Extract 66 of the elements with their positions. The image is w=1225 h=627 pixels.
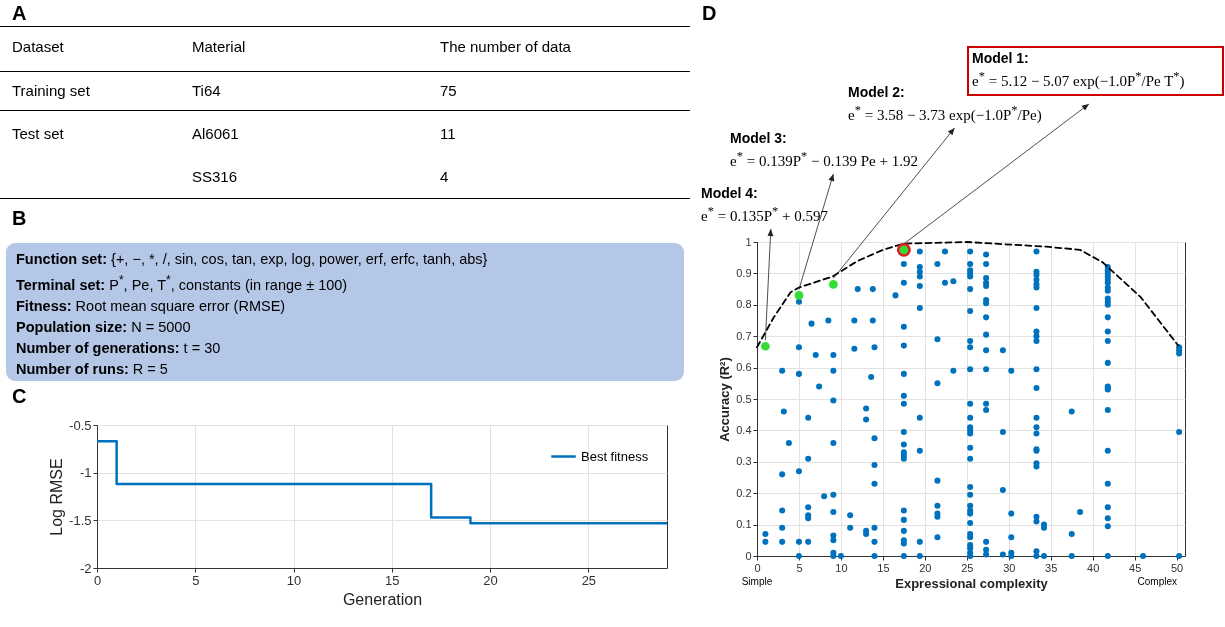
text: 75 — [440, 82, 457, 99]
x-tick-label: 20 — [919, 561, 932, 574]
text: Terminal set: P$^{*}$, Pe, T$^{*}$, constants (in range ± 100) — [16, 272, 349, 295]
category-label: The number of data — [440, 38, 571, 55]
y-tick-label: -2 — [79, 560, 92, 576]
text: Al6061 — [192, 125, 239, 142]
y-tick-label: 0.1 — [736, 518, 752, 531]
x-tick-label: 10 — [286, 572, 302, 588]
text: Ti64 — [192, 82, 221, 99]
x-tick-label: 20 — [483, 572, 498, 588]
y-tick-label: 0.7 — [736, 329, 752, 342]
annotation: Model 3: e$^{*}$ = 0.139P$^{*}$ − 0.139 Pe + 1.92 — [730, 130, 918, 170]
point — [794, 291, 804, 300]
x-tick-label: 30 — [1003, 561, 1016, 574]
y-tick-label: 1 — [745, 235, 752, 248]
x-tick-label: 0 — [93, 572, 102, 588]
y-axis-title: Log RMSE — [48, 458, 66, 536]
y-tick-label: 0 — [745, 549, 752, 562]
legend-label: Best fitness — [581, 448, 649, 464]
x-axis-title: Expressional complexity — [895, 575, 1049, 591]
x-tick-label: 25 — [581, 572, 597, 588]
x-tick-label: 25 — [961, 561, 974, 574]
text: Test set — [12, 125, 64, 142]
point — [761, 341, 770, 351]
x-tick-label: 5 — [796, 561, 803, 574]
category-label: Material — [192, 38, 246, 55]
point — [829, 280, 838, 289]
x-tick-label: 50 — [1170, 561, 1184, 574]
category-label: Dataset — [12, 38, 64, 55]
x-tick-label: 5 — [192, 572, 200, 588]
x-tick-label: 0 — [754, 561, 761, 574]
annotation: Model 1: e$^{*}$ = 5.12 − 5.07 exp(−1.0P$^{*}$/Pe T$^{*}$) — [972, 50, 1185, 90]
text: Simple — [741, 576, 773, 587]
y-tick-label: 0.8 — [736, 298, 752, 311]
text: SS316 — [192, 168, 238, 185]
text: Complex — [1137, 576, 1177, 587]
x-tick-label: 35 — [1045, 561, 1058, 574]
y-tick-label: 0.9 — [736, 266, 752, 279]
text: B — [12, 207, 27, 230]
y-axis-title: Accuracy (R²) — [717, 357, 733, 442]
chart-title: C — [12, 385, 27, 408]
x-tick-label: 45 — [1129, 561, 1142, 574]
x-tick-label: 40 — [1087, 561, 1100, 574]
x-tick-label: 10 — [835, 561, 848, 574]
x-tick-label: 15 — [385, 572, 400, 588]
text: A — [12, 2, 27, 25]
y-tick-label: 0.2 — [736, 486, 752, 499]
y-tick-label: 0.4 — [736, 423, 752, 436]
x-tick-label: 15 — [877, 561, 890, 574]
text: Training set — [12, 82, 90, 99]
y-tick-label: -1.5 — [69, 512, 92, 528]
text: Number of runs: R = 5 — [16, 359, 169, 379]
text: Population size: N = 5000 — [16, 317, 192, 337]
y-tick-label: 0.6 — [736, 361, 752, 374]
y-tick-label: 0.5 — [736, 392, 752, 405]
text: Number of generations: t = 30 — [16, 338, 222, 358]
text: 4 — [440, 168, 449, 185]
y-tick-label: 0.3 — [736, 455, 752, 468]
chart-title: D — [702, 2, 717, 25]
text: Fitness: Root mean square error (RMSE) — [16, 296, 287, 316]
annotation: Model 4: e$^{*}$ = 0.135P$^{*}$ + 0.597 — [701, 185, 828, 225]
y-tick-label: -0.5 — [69, 417, 92, 433]
text: 11 — [440, 125, 456, 142]
text: Function set: {+, −, *, /, sin, cos, tan, exp, log, power, erf, erfc, tanh, abs} — [16, 250, 489, 269]
x-axis-title: Generation — [342, 590, 423, 608]
y-tick-label: -1 — [79, 465, 92, 481]
